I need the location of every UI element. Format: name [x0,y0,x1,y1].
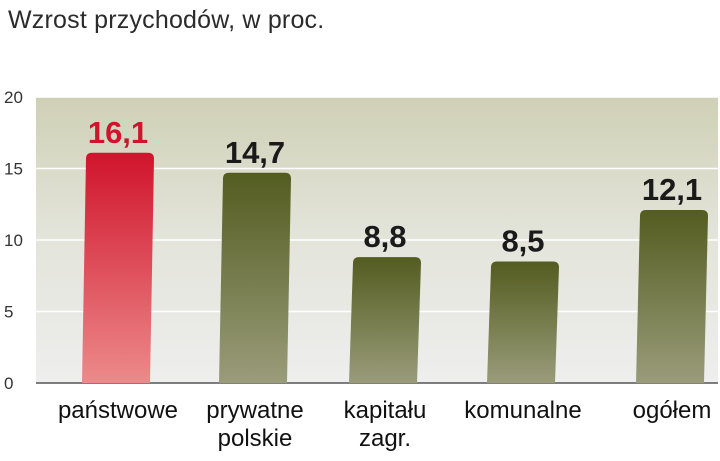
value-label: 16,1 [88,115,148,150]
category-label: państwowe [58,397,178,424]
bar [349,257,421,383]
value-label: 14,7 [225,135,285,170]
y-tick-label: 20 [4,88,23,107]
category-label: kapitału [344,397,427,424]
category-label: ogółem [633,397,712,424]
category-label: polskie [218,425,293,452]
value-label: 8,8 [363,219,406,254]
bar [219,172,291,383]
bar [487,261,559,383]
category-label: zagr. [359,425,411,452]
category-label: prywatne [206,397,303,424]
y-tick-label: 15 [4,160,23,179]
bar [636,209,708,383]
y-tick-label: 5 [4,303,13,322]
category-label: komunalne [464,397,581,424]
chart-title: Wzrost przychodów, w proc. [8,6,325,34]
bar [82,152,154,383]
y-tick-label: 0 [4,374,13,393]
value-label: 8,5 [501,223,544,258]
value-label: 12,1 [642,172,702,207]
y-tick-label: 10 [4,231,23,250]
